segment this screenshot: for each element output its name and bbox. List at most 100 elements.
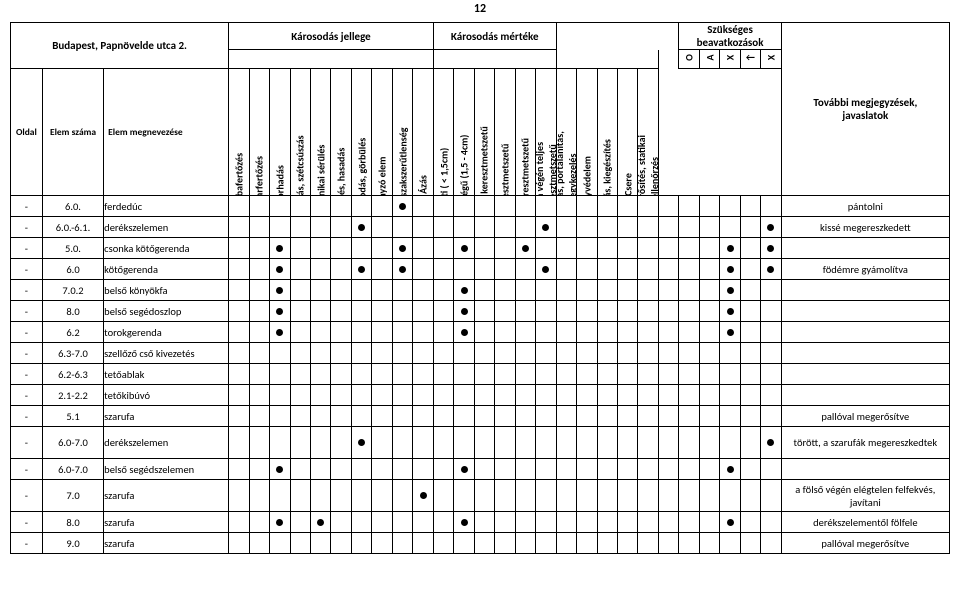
cell-mark [720,343,740,364]
cell-mark [474,217,494,238]
group-header-2: Károsodás mértéke [433,23,556,50]
cell-mark [392,322,412,343]
vheader-3: Kimozdulás, szétcsúszás [290,69,310,196]
page-number: 12 [0,2,960,16]
cell-mark [617,280,637,301]
cell-mark [740,480,760,512]
cell-mark [433,427,453,459]
cell-mark [515,480,535,512]
cell-mark [699,322,719,343]
cell-mark [413,459,434,480]
cell-mark [372,512,392,533]
cell-mark [474,385,494,406]
cell-oldal: - [11,343,43,364]
cell-mark [392,196,412,217]
cell-mark [270,385,290,406]
cell-szam: 5.1 [42,406,103,427]
cell-mark [249,533,269,554]
cell-name: kötőgerenda [104,259,229,280]
cell-mark [392,280,412,301]
cell-mark [699,364,719,385]
cell-mark [311,322,331,343]
cell-mark [720,301,740,322]
cell-mark [597,406,617,427]
cell-mark [515,385,535,406]
vheader-2: Korhadás [270,69,290,196]
cell-mark [311,427,331,459]
vheader-13: Fél keresztmetszetű [495,69,515,196]
cell-mark [474,512,494,533]
cell-mark [331,259,351,280]
cell-mark [638,238,658,259]
cell-mark [229,385,249,406]
cell-mark [658,533,679,554]
cell-szam: 7.0.2 [42,280,103,301]
cell-mark [392,459,412,480]
cell-oldal: - [11,427,43,459]
cell-mark [577,533,597,554]
cell-mark [351,427,371,459]
vheader-5: Repedés, hasadás [331,69,351,196]
cell-szam: 9.0 [42,533,103,554]
cell-mark [229,196,249,217]
cell-mark [372,364,392,385]
cell-mark [311,217,331,238]
cell-mark [740,238,760,259]
cell-mark [638,364,658,385]
col-label-megnevezes: Elem megnevezése [104,69,229,196]
cell-mark [536,322,557,343]
cell-mark [372,301,392,322]
cell-mark [270,322,290,343]
cell-mark [270,427,290,459]
cell-mark [720,406,740,427]
cell-mark [658,406,679,427]
cell-mark [331,364,351,385]
cell-mark [515,322,535,343]
single-char-2: X [724,55,737,61]
cell-mark [658,343,679,364]
cell-mark [372,533,392,554]
cell-mark [331,322,351,343]
cell-mark [331,238,351,259]
cell-mark [515,280,535,301]
cell-mark [536,259,557,280]
cell-mark [577,301,597,322]
cell-mark [249,364,269,385]
vheader-12: Egyharmad keresztmetszetű [474,69,494,196]
cell-mark [351,322,371,343]
cell-oldal: - [11,238,43,259]
cell-mark [229,459,249,480]
cell-note [781,364,949,385]
table-row: -5.1szarufapallóval megerősítve [11,406,950,427]
cell-mark [556,280,576,301]
cell-name: torokgerenda [104,322,229,343]
cell-mark [433,406,453,427]
vheader-17: Mélyvédelem [577,69,597,196]
vheader-15: Elem végén teljes keresztmetszetű [536,69,557,196]
cell-mark [392,406,412,427]
cell-mark [249,385,269,406]
cell-szam: 6.0. [42,196,103,217]
cell-mark [351,533,371,554]
cell-note [781,459,949,480]
cell-mark [699,459,719,480]
cell-mark [454,217,474,238]
table-row: -6.2-6.3tetőablak [11,364,950,385]
cell-mark [597,385,617,406]
cell-mark [290,427,310,459]
cell-mark [413,301,434,322]
cell-mark [556,343,576,364]
cell-mark [270,343,290,364]
table-row: -6.0-7.0derékszelementörött, a szarufák … [11,427,950,459]
cell-mark [556,322,576,343]
cell-mark [658,280,679,301]
cell-mark [372,196,392,217]
cell-mark [270,459,290,480]
cell-mark [433,459,453,480]
cell-mark [536,406,557,427]
cell-mark [658,459,679,480]
cell-mark [536,301,557,322]
cell-mark [720,480,740,512]
cell-mark [311,533,331,554]
cell-szam: 5.0. [42,238,103,259]
